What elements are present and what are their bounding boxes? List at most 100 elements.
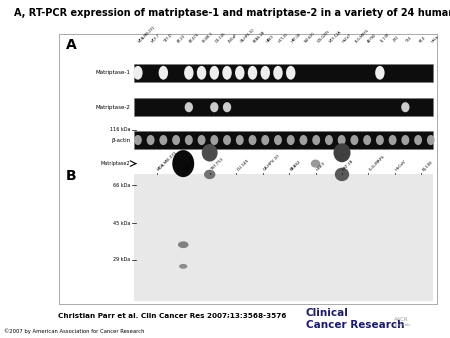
Text: LNCaP: LNCaP bbox=[227, 32, 238, 43]
Text: MDA-MB-231: MDA-MB-231 bbox=[138, 24, 157, 43]
Text: DU-145: DU-145 bbox=[236, 158, 250, 172]
Text: J-82: J-82 bbox=[392, 36, 400, 43]
Ellipse shape bbox=[312, 135, 320, 145]
Ellipse shape bbox=[338, 135, 346, 145]
Ellipse shape bbox=[273, 66, 283, 80]
Text: HRT-18: HRT-18 bbox=[291, 32, 302, 43]
Text: HaCaV: HaCaV bbox=[395, 159, 407, 172]
Text: 116 kDa: 116 kDa bbox=[110, 127, 130, 132]
Text: 66 kDa: 66 kDa bbox=[113, 183, 130, 188]
Text: B: B bbox=[66, 169, 76, 183]
Text: MCF-12A: MCF-12A bbox=[329, 29, 343, 43]
Text: Christian Parr et al. Clin Cancer Res 2007;13:3568-3576: Christian Parr et al. Clin Cancer Res 20… bbox=[58, 313, 287, 319]
Ellipse shape bbox=[325, 135, 333, 145]
Text: RT-4: RT-4 bbox=[418, 35, 426, 43]
Ellipse shape bbox=[335, 168, 349, 181]
Ellipse shape bbox=[236, 135, 244, 145]
Ellipse shape bbox=[363, 135, 371, 145]
Ellipse shape bbox=[172, 135, 180, 145]
Ellipse shape bbox=[178, 241, 189, 248]
Text: Clinical
Cancer Research: Clinical Cancer Research bbox=[306, 308, 405, 330]
Ellipse shape bbox=[287, 135, 295, 145]
Ellipse shape bbox=[300, 135, 307, 145]
Text: MDA-MB-231: MDA-MB-231 bbox=[157, 150, 178, 172]
Bar bbox=[134, 98, 433, 116]
Text: COLO205: COLO205 bbox=[316, 29, 331, 43]
Text: A2780: A2780 bbox=[367, 32, 378, 43]
Text: 45 kDa: 45 kDa bbox=[113, 221, 130, 225]
Text: T24: T24 bbox=[405, 36, 413, 43]
Ellipse shape bbox=[389, 135, 396, 145]
Text: CA-HPV-10: CA-HPV-10 bbox=[263, 153, 281, 172]
Ellipse shape bbox=[210, 66, 219, 80]
Text: FLG-MRFS: FLG-MRFS bbox=[369, 154, 386, 172]
Text: HBE3: HBE3 bbox=[315, 161, 326, 172]
Ellipse shape bbox=[184, 66, 194, 80]
Text: MCF-7: MCF-7 bbox=[151, 33, 161, 43]
Bar bbox=[134, 131, 433, 149]
Ellipse shape bbox=[210, 102, 218, 112]
Ellipse shape bbox=[375, 66, 385, 80]
Text: MCF-7: MCF-7 bbox=[183, 160, 195, 172]
Ellipse shape bbox=[248, 66, 257, 80]
Ellipse shape bbox=[248, 135, 256, 145]
Text: HCT-15: HCT-15 bbox=[278, 31, 290, 43]
Text: ©2007 by American Association for Cancer Research: ©2007 by American Association for Cancer… bbox=[4, 328, 145, 334]
Bar bbox=[134, 64, 433, 82]
Ellipse shape bbox=[414, 135, 422, 145]
Text: HRT-18: HRT-18 bbox=[342, 159, 355, 172]
Ellipse shape bbox=[223, 102, 231, 112]
Ellipse shape bbox=[311, 160, 320, 168]
Text: Matriptase2: Matriptase2 bbox=[101, 161, 130, 166]
Text: β-actin: β-actin bbox=[111, 138, 130, 143]
Text: SK-BR-3: SK-BR-3 bbox=[202, 31, 214, 43]
Ellipse shape bbox=[376, 135, 384, 145]
Ellipse shape bbox=[185, 135, 193, 145]
Text: A, RT-PCR expression of matriptase-1 and matriptase-2 in a variety of 24 human c: A, RT-PCR expression of matriptase-1 and… bbox=[14, 8, 450, 19]
Ellipse shape bbox=[261, 135, 269, 145]
Text: SW-620: SW-620 bbox=[303, 31, 316, 43]
Ellipse shape bbox=[198, 135, 206, 145]
Ellipse shape bbox=[274, 135, 282, 145]
Ellipse shape bbox=[401, 102, 410, 112]
Ellipse shape bbox=[222, 66, 232, 80]
Text: EJ-138: EJ-138 bbox=[421, 160, 433, 172]
Text: BEAS-2B: BEAS-2B bbox=[252, 30, 266, 43]
Ellipse shape bbox=[202, 144, 218, 162]
Text: T47-T51: T47-T51 bbox=[210, 157, 224, 172]
Ellipse shape bbox=[172, 150, 194, 177]
Text: BT-474: BT-474 bbox=[189, 32, 200, 43]
Text: BT-20: BT-20 bbox=[176, 33, 186, 43]
Ellipse shape bbox=[197, 66, 206, 80]
Ellipse shape bbox=[235, 66, 244, 80]
Text: Matriptase-2: Matriptase-2 bbox=[95, 105, 130, 110]
Text: DU-145: DU-145 bbox=[214, 31, 226, 43]
Bar bbox=[134, 174, 433, 301]
Ellipse shape bbox=[159, 135, 167, 145]
Text: journals: journals bbox=[394, 323, 410, 327]
Ellipse shape bbox=[179, 264, 187, 269]
Text: BEAS2: BEAS2 bbox=[289, 159, 302, 172]
Text: Matriptase-1: Matriptase-1 bbox=[95, 70, 130, 75]
Ellipse shape bbox=[147, 135, 155, 145]
Ellipse shape bbox=[261, 66, 270, 80]
Ellipse shape bbox=[184, 102, 193, 112]
Text: HeLa: HeLa bbox=[431, 34, 440, 43]
Ellipse shape bbox=[159, 66, 168, 80]
Ellipse shape bbox=[351, 135, 358, 145]
Ellipse shape bbox=[134, 135, 142, 145]
Ellipse shape bbox=[223, 135, 231, 145]
Text: HaCaT: HaCaT bbox=[342, 32, 353, 43]
Ellipse shape bbox=[333, 143, 351, 162]
Text: A: A bbox=[66, 38, 77, 52]
Ellipse shape bbox=[204, 170, 216, 179]
Ellipse shape bbox=[133, 66, 143, 80]
Text: 29 kDa: 29 kDa bbox=[113, 257, 130, 262]
Text: HBE3: HBE3 bbox=[265, 34, 275, 43]
Text: AACR: AACR bbox=[394, 317, 408, 322]
Text: FLG-MRFS: FLG-MRFS bbox=[355, 28, 370, 43]
Ellipse shape bbox=[286, 66, 296, 80]
Ellipse shape bbox=[427, 135, 435, 145]
Text: CA-HPV-10: CA-HPV-10 bbox=[240, 27, 256, 43]
Ellipse shape bbox=[210, 135, 218, 145]
